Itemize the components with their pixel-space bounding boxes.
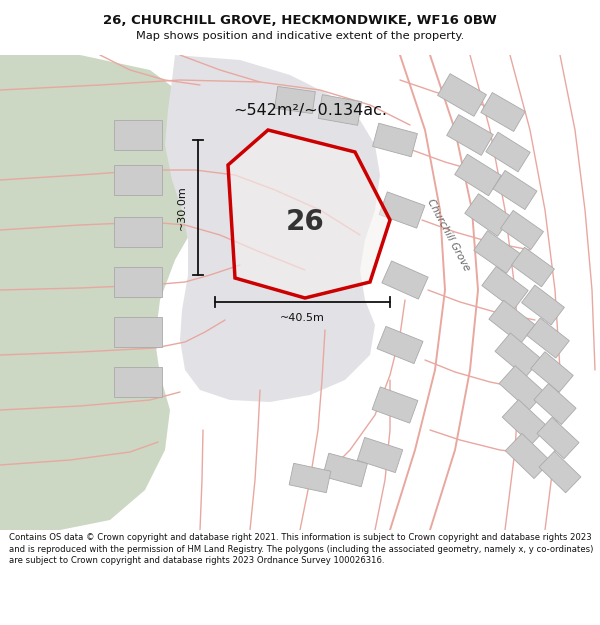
Text: ~30.0m: ~30.0m — [177, 185, 187, 230]
Polygon shape — [0, 55, 215, 530]
Polygon shape — [382, 261, 428, 299]
Polygon shape — [114, 367, 162, 397]
Polygon shape — [318, 95, 362, 125]
Polygon shape — [446, 114, 493, 156]
Polygon shape — [539, 451, 581, 493]
Text: Contains OS data © Crown copyright and database right 2021. This information is : Contains OS data © Crown copyright and d… — [9, 533, 593, 566]
Polygon shape — [455, 154, 502, 196]
Polygon shape — [481, 92, 525, 131]
Polygon shape — [114, 217, 162, 247]
Polygon shape — [527, 318, 569, 358]
Polygon shape — [489, 300, 535, 344]
Polygon shape — [521, 285, 565, 325]
Polygon shape — [531, 352, 573, 392]
Polygon shape — [165, 55, 380, 402]
Polygon shape — [437, 74, 487, 116]
Polygon shape — [537, 418, 579, 459]
Polygon shape — [228, 130, 390, 298]
Polygon shape — [502, 399, 548, 444]
Polygon shape — [486, 132, 530, 172]
Polygon shape — [493, 171, 537, 209]
Polygon shape — [379, 192, 425, 228]
Text: 26, CHURCHILL GROVE, HECKMONDWIKE, WF16 0BW: 26, CHURCHILL GROVE, HECKMONDWIKE, WF16 … — [103, 14, 497, 27]
Polygon shape — [500, 211, 544, 249]
Text: ~542m²/~0.134ac.: ~542m²/~0.134ac. — [233, 102, 387, 118]
Polygon shape — [323, 453, 367, 487]
Polygon shape — [372, 387, 418, 423]
Polygon shape — [289, 463, 331, 492]
Text: 26: 26 — [286, 208, 325, 236]
Polygon shape — [499, 366, 545, 410]
Polygon shape — [534, 384, 576, 424]
Polygon shape — [114, 165, 162, 195]
Polygon shape — [357, 438, 403, 472]
Text: ~40.5m: ~40.5m — [280, 313, 325, 323]
Polygon shape — [373, 123, 418, 157]
Polygon shape — [114, 120, 162, 150]
Polygon shape — [377, 326, 423, 364]
Polygon shape — [505, 434, 551, 479]
Polygon shape — [482, 266, 528, 309]
Polygon shape — [465, 194, 511, 236]
Polygon shape — [474, 231, 520, 273]
Text: Map shows position and indicative extent of the property.: Map shows position and indicative extent… — [136, 31, 464, 41]
Polygon shape — [114, 317, 162, 347]
Polygon shape — [495, 333, 541, 377]
Polygon shape — [512, 248, 554, 287]
Text: Churchill Grove: Churchill Grove — [425, 198, 471, 272]
Polygon shape — [275, 86, 316, 114]
Polygon shape — [114, 267, 162, 297]
